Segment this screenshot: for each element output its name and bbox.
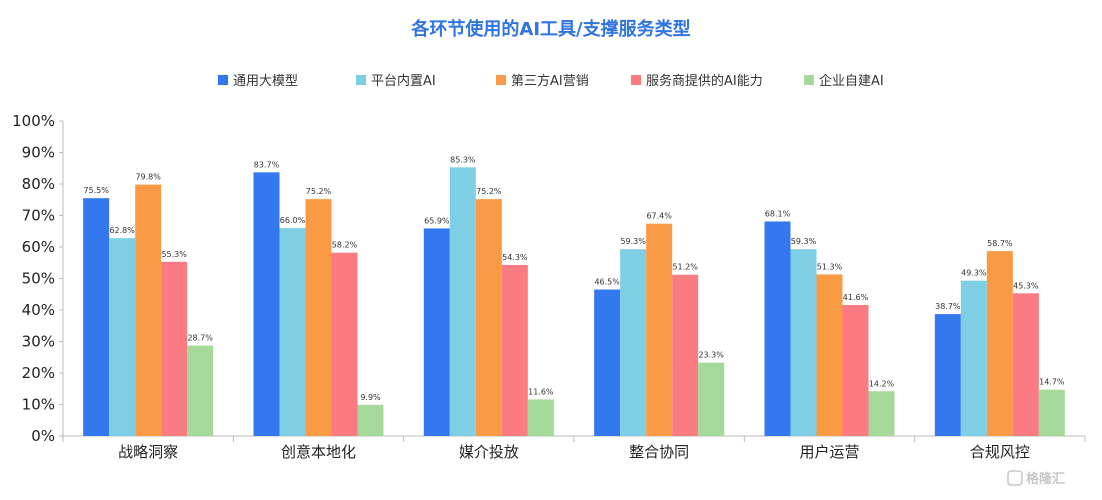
data-label: 79.8%	[135, 173, 161, 182]
bar	[501, 264, 528, 436]
data-label: 83.7%	[254, 160, 280, 169]
y-tick-label: 10%	[22, 396, 55, 414]
data-label: 51.2%	[672, 263, 698, 272]
data-label: 14.2%	[869, 379, 895, 388]
watermark-text: 格隆汇	[1026, 471, 1065, 487]
bar	[672, 274, 699, 436]
bar	[1012, 293, 1039, 436]
legend: 通用大模型 平台内置AI 第三方AI营销 服务商提供的AI能力 企业自建AI	[218, 73, 884, 89]
chart-title: 各环节使用的AI工具/支撑服务类型	[410, 18, 690, 40]
data-label: 75.2%	[476, 187, 502, 196]
bar	[305, 199, 332, 436]
y-tick-label: 100%	[12, 112, 55, 130]
watermark: 格隆汇	[1007, 470, 1065, 487]
legend-label-0: 通用大模型	[233, 74, 298, 89]
x-tick-label: 整合协同	[629, 443, 689, 461]
bars	[83, 167, 1065, 436]
watermark-logo-icon	[1007, 470, 1023, 486]
bar	[934, 314, 961, 436]
data-label: 55.3%	[161, 250, 187, 259]
data-label: 75.5%	[83, 186, 109, 195]
y-tick-label: 0%	[31, 427, 55, 445]
y-tick-label: 90%	[22, 144, 55, 162]
bar	[161, 261, 188, 436]
bar	[331, 252, 358, 436]
data-label: 38.7%	[935, 302, 961, 311]
bar	[986, 251, 1013, 436]
bar	[109, 238, 136, 436]
data-label: 65.9%	[424, 216, 450, 225]
x-tick-label: 战略洞察	[118, 443, 178, 461]
bar	[868, 391, 895, 436]
bar	[816, 274, 843, 436]
y-tick-label: 70%	[22, 207, 55, 225]
data-label: 51.3%	[817, 262, 843, 271]
data-label: 14.7%	[1039, 378, 1065, 387]
data-label: 59.3%	[620, 237, 646, 246]
y-tick-label: 40%	[22, 301, 55, 319]
y-tick-label: 80%	[22, 175, 55, 193]
bar	[594, 289, 621, 436]
bar	[698, 362, 725, 436]
y-tick-label: 60%	[22, 238, 55, 256]
bar	[1038, 389, 1065, 436]
data-label: 9.9%	[360, 393, 381, 402]
data-label: 11.6%	[528, 387, 554, 396]
legend-label-4: 企业自建AI	[819, 73, 884, 89]
data-label: 28.7%	[187, 334, 213, 343]
x-tick-label: 用户运营	[799, 443, 859, 461]
data-label: 66.0%	[280, 216, 306, 225]
legend-swatch-0	[218, 75, 228, 85]
bar	[527, 399, 554, 436]
bar	[790, 249, 817, 436]
legend-swatch-3	[631, 75, 641, 85]
bar	[449, 167, 476, 436]
legend-swatch-4	[804, 75, 814, 85]
legend-label-3: 服务商提供的AI能力	[646, 73, 763, 89]
bar	[279, 228, 306, 436]
legend-swatch-1	[356, 75, 366, 85]
y-tick-label: 20%	[22, 364, 55, 382]
data-label: 75.2%	[306, 187, 332, 196]
data-label: 85.3%	[450, 155, 476, 164]
bar	[842, 304, 869, 436]
data-label: 58.2%	[332, 241, 358, 250]
data-label: 45.3%	[1013, 281, 1039, 290]
bar	[646, 223, 673, 436]
x-tick-label: 创意本地化	[281, 443, 356, 461]
legend-swatch-2	[496, 75, 506, 85]
data-label: 46.5%	[594, 278, 620, 287]
data-label: 62.8%	[109, 226, 135, 235]
x-tick-label: 合规风控	[970, 443, 1030, 461]
data-label: 49.3%	[961, 269, 987, 278]
data-label: 68.1%	[765, 209, 791, 218]
data-label: 41.6%	[843, 293, 869, 302]
data-label: 59.3%	[791, 237, 817, 246]
data-label: 23.3%	[698, 351, 724, 360]
data-label: 54.3%	[502, 253, 528, 262]
data-labels: 75.5% 62.8% 79.8% 55.3% 28.7% 83.7% 66.0% 75.2%…	[83, 155, 1064, 402]
bar	[620, 249, 647, 436]
bar	[135, 184, 162, 436]
data-label: 67.4%	[646, 212, 672, 221]
bar	[475, 199, 502, 436]
bar	[187, 345, 214, 436]
legend-label-1: 平台内置AI	[371, 73, 436, 89]
legend-label-2: 第三方AI营销	[511, 73, 589, 89]
axes: 0% 10% 20% 30% 40% 50% 60% 70% 80% 90% 100% 战略洞察 创意本…	[12, 112, 1086, 461]
y-tick-label: 30%	[22, 333, 55, 351]
bar	[83, 198, 110, 436]
x-tick-label: 媒介投放	[459, 443, 519, 461]
bar	[960, 280, 987, 436]
bar	[423, 228, 450, 436]
y-tick-label: 50%	[22, 270, 55, 288]
bar	[764, 221, 791, 436]
data-label: 58.7%	[987, 239, 1013, 248]
bar	[357, 404, 384, 436]
bar	[253, 172, 280, 436]
